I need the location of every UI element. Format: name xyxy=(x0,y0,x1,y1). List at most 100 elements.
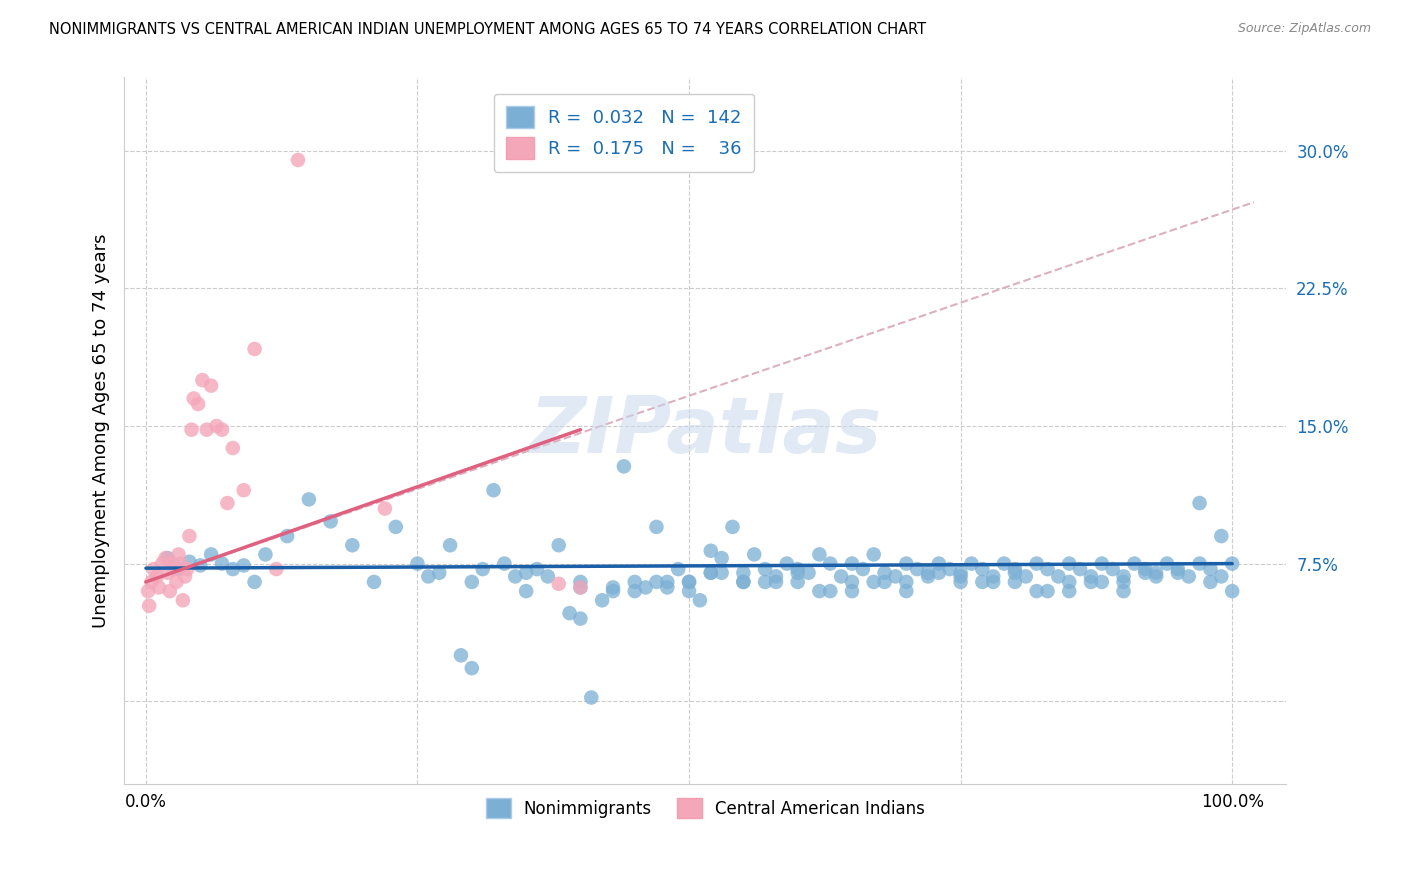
Point xyxy=(1177,569,1199,583)
Point xyxy=(678,574,700,589)
Point xyxy=(1057,574,1080,589)
Point xyxy=(222,562,245,576)
Point xyxy=(217,496,239,510)
Point xyxy=(159,584,181,599)
Point xyxy=(1047,569,1070,583)
Point xyxy=(547,538,569,552)
Point xyxy=(938,562,960,576)
Point xyxy=(150,557,173,571)
Point xyxy=(960,557,983,571)
Point xyxy=(569,581,592,595)
Point xyxy=(710,566,733,580)
Point xyxy=(1211,569,1233,583)
Point xyxy=(905,562,928,576)
Point xyxy=(841,584,863,599)
Point xyxy=(981,574,1004,589)
Point xyxy=(797,566,820,580)
Point xyxy=(776,557,799,571)
Point xyxy=(180,423,202,437)
Point xyxy=(581,690,603,705)
Point xyxy=(222,441,245,455)
Point xyxy=(450,648,472,663)
Point xyxy=(167,548,190,562)
Point xyxy=(841,557,863,571)
Point xyxy=(146,569,169,583)
Point xyxy=(142,562,165,576)
Point xyxy=(148,581,170,595)
Point xyxy=(1156,557,1178,571)
Point xyxy=(211,557,233,571)
Point xyxy=(623,584,645,599)
Point xyxy=(917,569,939,583)
Point xyxy=(138,599,160,613)
Point xyxy=(710,551,733,566)
Point xyxy=(156,551,179,566)
Point xyxy=(163,562,186,576)
Point xyxy=(170,557,193,571)
Point xyxy=(179,555,201,569)
Point xyxy=(896,557,918,571)
Point xyxy=(515,584,537,599)
Point xyxy=(1025,557,1047,571)
Point xyxy=(471,562,494,576)
Point xyxy=(786,562,808,576)
Point xyxy=(160,557,183,571)
Point xyxy=(1211,529,1233,543)
Point xyxy=(754,574,776,589)
Point xyxy=(949,566,972,580)
Text: Source: ZipAtlas.com: Source: ZipAtlas.com xyxy=(1237,22,1371,36)
Point xyxy=(167,562,190,576)
Point xyxy=(808,584,831,599)
Point xyxy=(439,538,461,552)
Point xyxy=(820,557,842,571)
Point xyxy=(1080,574,1102,589)
Point xyxy=(363,574,385,589)
Point xyxy=(645,574,668,589)
Point xyxy=(406,557,429,571)
Point xyxy=(188,558,211,573)
Point xyxy=(623,574,645,589)
Point xyxy=(515,566,537,580)
Point xyxy=(700,566,723,580)
Point xyxy=(547,576,569,591)
Point xyxy=(808,548,831,562)
Point xyxy=(928,566,950,580)
Point xyxy=(319,515,342,529)
Point xyxy=(949,569,972,583)
Point xyxy=(1036,562,1059,576)
Point xyxy=(1091,574,1114,589)
Point xyxy=(211,423,233,437)
Point xyxy=(1188,557,1211,571)
Point xyxy=(200,378,222,392)
Point xyxy=(176,562,198,576)
Point xyxy=(232,483,254,498)
Point xyxy=(1167,566,1189,580)
Point xyxy=(873,574,896,589)
Point xyxy=(928,557,950,571)
Point xyxy=(254,548,277,562)
Point xyxy=(1112,574,1135,589)
Point xyxy=(657,581,679,595)
Point xyxy=(191,373,214,387)
Point xyxy=(678,574,700,589)
Point xyxy=(972,574,994,589)
Point xyxy=(1199,574,1222,589)
Point xyxy=(1144,569,1167,583)
Point xyxy=(537,569,560,583)
Point xyxy=(700,566,723,580)
Point xyxy=(896,584,918,599)
Point xyxy=(841,574,863,589)
Point xyxy=(427,566,450,580)
Point xyxy=(602,584,624,599)
Point xyxy=(195,423,218,437)
Point xyxy=(1144,566,1167,580)
Point xyxy=(155,551,177,566)
Point xyxy=(1220,557,1243,571)
Point xyxy=(1069,562,1091,576)
Point xyxy=(200,548,222,562)
Point xyxy=(287,153,309,167)
Point xyxy=(873,566,896,580)
Point xyxy=(1135,566,1157,580)
Point xyxy=(569,574,592,589)
Point xyxy=(461,574,484,589)
